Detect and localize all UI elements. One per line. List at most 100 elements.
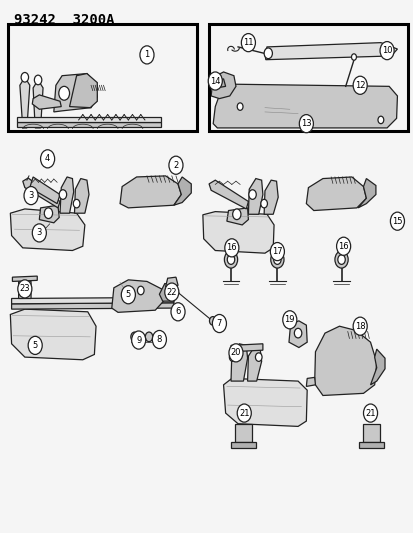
Polygon shape bbox=[230, 344, 247, 381]
Text: 10: 10 bbox=[381, 46, 392, 55]
Circle shape bbox=[229, 353, 235, 361]
Circle shape bbox=[121, 286, 135, 304]
Polygon shape bbox=[32, 95, 61, 109]
Circle shape bbox=[227, 255, 234, 264]
Polygon shape bbox=[74, 179, 89, 213]
Polygon shape bbox=[19, 280, 31, 298]
Text: 5: 5 bbox=[126, 290, 131, 299]
Polygon shape bbox=[211, 72, 235, 99]
Polygon shape bbox=[247, 346, 261, 381]
Polygon shape bbox=[363, 424, 379, 442]
Text: 18: 18 bbox=[354, 322, 365, 330]
Circle shape bbox=[248, 190, 256, 199]
Text: 9: 9 bbox=[136, 336, 141, 344]
Bar bbox=[209, 24, 407, 131]
Circle shape bbox=[145, 332, 152, 342]
Text: 3: 3 bbox=[37, 229, 42, 237]
Polygon shape bbox=[17, 117, 161, 122]
Circle shape bbox=[24, 187, 38, 205]
Circle shape bbox=[209, 317, 216, 325]
Circle shape bbox=[34, 75, 42, 85]
Circle shape bbox=[299, 115, 313, 133]
Text: 21: 21 bbox=[364, 409, 375, 417]
Text: 8: 8 bbox=[157, 335, 161, 344]
Polygon shape bbox=[357, 179, 375, 208]
Text: 23: 23 bbox=[19, 285, 30, 293]
Circle shape bbox=[260, 199, 267, 208]
Text: 93242  3200A: 93242 3200A bbox=[14, 13, 115, 27]
Text: 4: 4 bbox=[45, 155, 50, 163]
Circle shape bbox=[169, 156, 183, 174]
Circle shape bbox=[363, 404, 377, 422]
Polygon shape bbox=[10, 309, 96, 360]
Circle shape bbox=[18, 280, 32, 298]
Polygon shape bbox=[209, 180, 248, 209]
Polygon shape bbox=[20, 77, 30, 128]
Circle shape bbox=[232, 209, 240, 220]
Text: 21: 21 bbox=[238, 409, 249, 417]
Polygon shape bbox=[202, 212, 273, 253]
Polygon shape bbox=[10, 209, 85, 251]
Circle shape bbox=[59, 86, 69, 100]
Bar bbox=[8, 24, 196, 131]
Polygon shape bbox=[314, 326, 376, 395]
Polygon shape bbox=[12, 276, 37, 281]
Polygon shape bbox=[60, 177, 74, 213]
Circle shape bbox=[28, 336, 42, 354]
Circle shape bbox=[137, 286, 144, 295]
Text: 16: 16 bbox=[337, 242, 348, 251]
Circle shape bbox=[21, 72, 28, 82]
Circle shape bbox=[255, 353, 261, 361]
Polygon shape bbox=[248, 179, 262, 214]
Circle shape bbox=[270, 251, 283, 268]
Polygon shape bbox=[216, 79, 225, 88]
Polygon shape bbox=[223, 378, 306, 426]
Circle shape bbox=[59, 190, 66, 199]
Polygon shape bbox=[263, 180, 278, 214]
Circle shape bbox=[282, 311, 296, 329]
Circle shape bbox=[351, 54, 356, 60]
Text: 22: 22 bbox=[166, 288, 177, 296]
Circle shape bbox=[389, 212, 404, 230]
Polygon shape bbox=[33, 80, 43, 128]
Circle shape bbox=[334, 251, 347, 268]
Polygon shape bbox=[306, 377, 315, 386]
Circle shape bbox=[337, 255, 344, 264]
Polygon shape bbox=[39, 205, 59, 223]
Circle shape bbox=[131, 331, 145, 349]
Circle shape bbox=[379, 42, 393, 60]
Polygon shape bbox=[159, 284, 178, 301]
Text: 13: 13 bbox=[300, 119, 311, 128]
Text: 12: 12 bbox=[354, 81, 365, 90]
Polygon shape bbox=[30, 177, 60, 204]
Polygon shape bbox=[358, 442, 383, 448]
Circle shape bbox=[152, 330, 166, 349]
Polygon shape bbox=[230, 344, 262, 352]
Text: 7: 7 bbox=[216, 319, 221, 328]
Circle shape bbox=[237, 103, 242, 110]
Circle shape bbox=[377, 116, 383, 124]
Polygon shape bbox=[235, 424, 251, 442]
Polygon shape bbox=[306, 177, 366, 211]
Text: 11: 11 bbox=[242, 38, 253, 47]
Circle shape bbox=[263, 48, 272, 59]
Polygon shape bbox=[288, 321, 306, 348]
Polygon shape bbox=[112, 280, 163, 312]
Circle shape bbox=[44, 208, 52, 219]
Polygon shape bbox=[23, 178, 60, 208]
Polygon shape bbox=[370, 349, 384, 385]
Circle shape bbox=[273, 255, 280, 264]
Text: 14: 14 bbox=[209, 77, 220, 85]
Polygon shape bbox=[264, 43, 396, 60]
Text: 17: 17 bbox=[271, 247, 282, 256]
Circle shape bbox=[164, 283, 178, 301]
Polygon shape bbox=[226, 208, 248, 225]
Circle shape bbox=[124, 290, 132, 301]
Polygon shape bbox=[54, 74, 97, 112]
Text: 16: 16 bbox=[226, 244, 237, 252]
Circle shape bbox=[224, 251, 237, 268]
Polygon shape bbox=[173, 177, 191, 205]
Circle shape bbox=[131, 332, 138, 342]
Circle shape bbox=[270, 243, 284, 261]
Text: 19: 19 bbox=[284, 316, 294, 324]
